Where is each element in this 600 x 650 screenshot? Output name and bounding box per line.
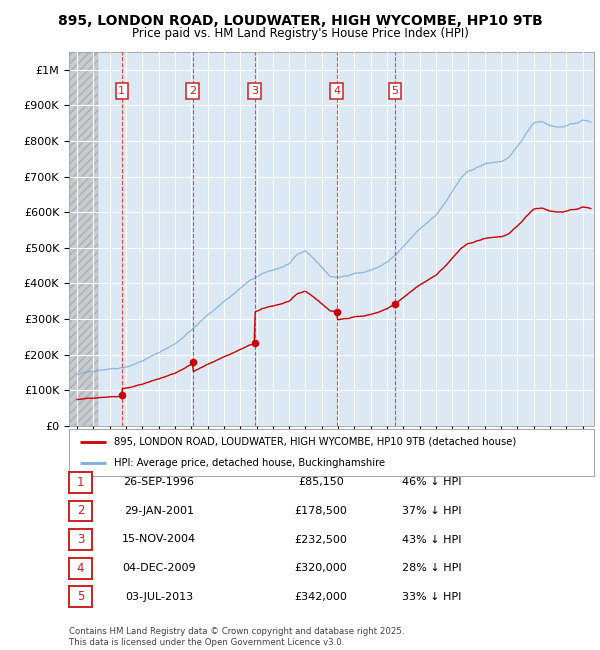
Text: 04-DEC-2009: 04-DEC-2009 <box>122 563 196 573</box>
Text: 26-SEP-1996: 26-SEP-1996 <box>124 477 194 488</box>
Text: 3: 3 <box>77 533 84 546</box>
Text: 4: 4 <box>77 562 84 575</box>
Text: 4: 4 <box>333 86 340 96</box>
Text: £178,500: £178,500 <box>295 506 347 516</box>
Text: 33% ↓ HPI: 33% ↓ HPI <box>403 592 461 602</box>
Text: 895, LONDON ROAD, LOUDWATER, HIGH WYCOMBE, HP10 9TB: 895, LONDON ROAD, LOUDWATER, HIGH WYCOMB… <box>58 14 542 29</box>
Text: 15-NOV-2004: 15-NOV-2004 <box>122 534 196 545</box>
Text: £85,150: £85,150 <box>298 477 344 488</box>
Text: 1: 1 <box>77 476 84 489</box>
Text: £232,500: £232,500 <box>295 534 347 545</box>
Text: 5: 5 <box>392 86 398 96</box>
Bar <box>69 52 98 426</box>
Text: 43% ↓ HPI: 43% ↓ HPI <box>402 534 462 545</box>
Text: HPI: Average price, detached house, Buckinghamshire: HPI: Average price, detached house, Buck… <box>113 458 385 468</box>
Text: 5: 5 <box>77 590 84 603</box>
Text: 1: 1 <box>118 86 125 96</box>
Text: 28% ↓ HPI: 28% ↓ HPI <box>402 563 462 573</box>
Text: 29-JAN-2001: 29-JAN-2001 <box>124 506 194 516</box>
Text: Contains HM Land Registry data © Crown copyright and database right 2025.
This d: Contains HM Land Registry data © Crown c… <box>69 627 404 647</box>
Text: 3: 3 <box>251 86 258 96</box>
Text: 2: 2 <box>77 504 84 517</box>
Text: £342,000: £342,000 <box>295 592 347 602</box>
Text: £320,000: £320,000 <box>295 563 347 573</box>
Text: 46% ↓ HPI: 46% ↓ HPI <box>402 477 462 488</box>
Text: Price paid vs. HM Land Registry's House Price Index (HPI): Price paid vs. HM Land Registry's House … <box>131 27 469 40</box>
Text: 03-JUL-2013: 03-JUL-2013 <box>125 592 193 602</box>
Text: 37% ↓ HPI: 37% ↓ HPI <box>402 506 462 516</box>
Text: 2: 2 <box>189 86 196 96</box>
Text: 895, LONDON ROAD, LOUDWATER, HIGH WYCOMBE, HP10 9TB (detached house): 895, LONDON ROAD, LOUDWATER, HIGH WYCOMB… <box>113 437 516 447</box>
